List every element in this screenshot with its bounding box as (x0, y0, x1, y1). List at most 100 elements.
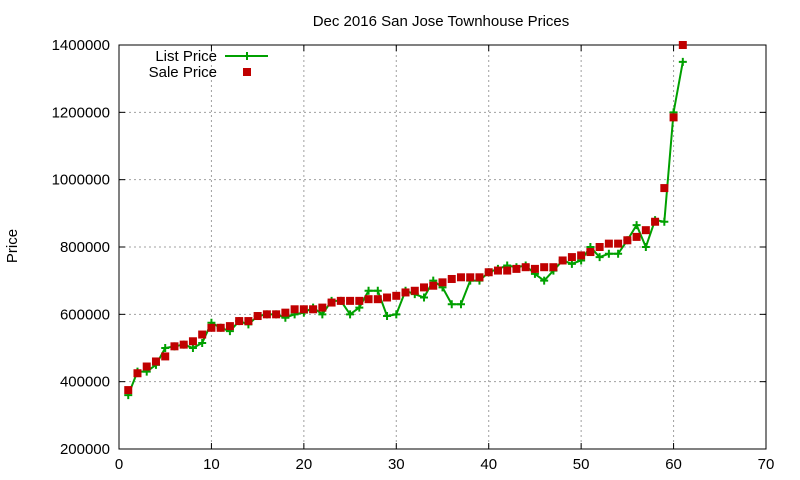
sale-price-point-41 (503, 266, 512, 275)
x-tick-label-7: 70 (758, 456, 775, 473)
sale-price-point-18 (290, 305, 299, 314)
sale-price-point-12 (235, 317, 244, 326)
sale-price-point-10 (216, 323, 225, 332)
sale-price-point-39 (484, 268, 493, 277)
sale-price-point-23 (336, 296, 345, 305)
list-price-point-60 (678, 57, 687, 66)
y-tick-label-2: 600000 (60, 306, 110, 323)
y-tick-label-0: 200000 (60, 441, 110, 458)
legend-marker-sale-price (243, 68, 251, 76)
sale-price-point-59 (669, 113, 678, 122)
legend-marker-list-price (243, 52, 251, 60)
sale-price-point-46 (549, 263, 558, 272)
list-price-point-32 (420, 293, 429, 302)
sale-price-point-52 (604, 239, 613, 248)
x-tick-label-3: 30 (388, 456, 405, 473)
sale-price-point-35 (447, 274, 456, 283)
y-tick-label-4: 1000000 (52, 172, 110, 189)
x-tick-label-2: 20 (296, 456, 313, 473)
sale-price-point-50 (586, 248, 595, 257)
sale-price-point-49 (577, 251, 586, 260)
sale-price-point-58 (660, 184, 669, 193)
sale-price-point-53 (614, 239, 623, 248)
list-price-point-26 (364, 286, 373, 295)
y-axis-label: Price (4, 229, 21, 263)
sale-price-point-0 (124, 386, 133, 395)
list-price-point-4 (161, 344, 170, 352)
x-tick-label-5: 50 (573, 456, 590, 473)
sale-price-point-30 (401, 288, 410, 297)
sale-price-point-4 (161, 352, 170, 361)
list-price-point-36 (456, 300, 465, 309)
list-price-point-52 (604, 249, 613, 258)
list-price-point-29 (392, 310, 401, 319)
sale-price-point-43 (521, 263, 530, 272)
series-layer (124, 41, 687, 400)
sale-price-point-48 (567, 253, 576, 262)
sale-price-point-11 (225, 322, 234, 331)
sale-price-point-8 (198, 330, 207, 339)
grid-lines (119, 45, 766, 449)
sale-price-point-44 (530, 264, 539, 273)
list-price-point-55 (632, 221, 641, 230)
sale-price-point-13 (244, 317, 253, 326)
list-price-point-25 (355, 303, 364, 312)
sale-price-point-16 (272, 310, 281, 319)
sale-price-point-15 (262, 310, 271, 319)
sale-price-point-54 (623, 236, 632, 245)
sale-price-point-1 (133, 369, 142, 378)
x-tick-label-0: 0 (115, 456, 123, 473)
sale-price-point-57 (651, 217, 660, 226)
sale-price-point-22 (327, 298, 336, 307)
sale-price-point-27 (373, 295, 382, 304)
legend-label-sale-price: Sale Price (149, 64, 217, 81)
list-price-point-27 (373, 286, 382, 295)
list-price-point-28 (383, 312, 392, 321)
plot-frame (118, 44, 767, 450)
list-price-point-56 (641, 243, 650, 251)
sale-price-point-7 (188, 337, 197, 346)
list-price-point-35 (447, 300, 456, 309)
sale-price-point-2 (142, 362, 151, 371)
sale-price-point-47 (558, 256, 567, 265)
sale-price-point-56 (641, 226, 650, 235)
sale-price-point-5 (170, 342, 179, 351)
sale-price-point-60 (678, 41, 687, 49)
sale-price-point-21 (318, 303, 327, 312)
sale-price-point-33 (429, 281, 438, 290)
sale-price-point-19 (299, 305, 308, 314)
sale-price-point-38 (475, 273, 484, 282)
y-tick-label-3: 800000 (60, 239, 110, 256)
list-price-point-8 (198, 338, 207, 347)
x-tick-label-6: 60 (665, 456, 682, 473)
legend-label-list-price: List Price (155, 48, 217, 65)
sale-price-point-6 (179, 340, 188, 349)
list-price-point-24 (346, 310, 355, 319)
y-tick-label-1: 400000 (60, 374, 110, 391)
list-price-point-48 (567, 259, 576, 268)
list-price-point-45 (540, 276, 549, 285)
x-tick-label-4: 40 (480, 456, 497, 473)
sale-price-point-25 (355, 296, 364, 305)
sale-price-point-26 (364, 295, 373, 304)
list-price-point-7 (188, 344, 197, 352)
sale-price-point-31 (410, 286, 419, 295)
sale-price-point-9 (207, 323, 216, 332)
y-tick-label-5: 1200000 (52, 104, 110, 121)
sale-price-point-20 (309, 305, 318, 314)
sale-price-point-45 (540, 263, 549, 272)
sale-price-point-3 (151, 357, 160, 366)
sale-price-point-42 (512, 264, 521, 273)
list-price-point-53 (614, 249, 623, 258)
y-tick-label-6: 1400000 (52, 37, 110, 54)
list-price-point-51 (595, 253, 604, 262)
sale-price-point-14 (253, 312, 262, 321)
chart-title: Dec 2016 San Jose Townhouse Prices (313, 13, 570, 30)
axes: 0 10 20 30 40 50 60 70 200000 400000 600000 800000 1… (52, 37, 775, 473)
sale-price-point-55 (632, 232, 641, 241)
legend: List Price Sale Price (149, 48, 268, 81)
sale-price-point-51 (595, 243, 604, 251)
sale-price-point-29 (392, 291, 401, 300)
x-tick-label-1: 10 (203, 456, 220, 473)
